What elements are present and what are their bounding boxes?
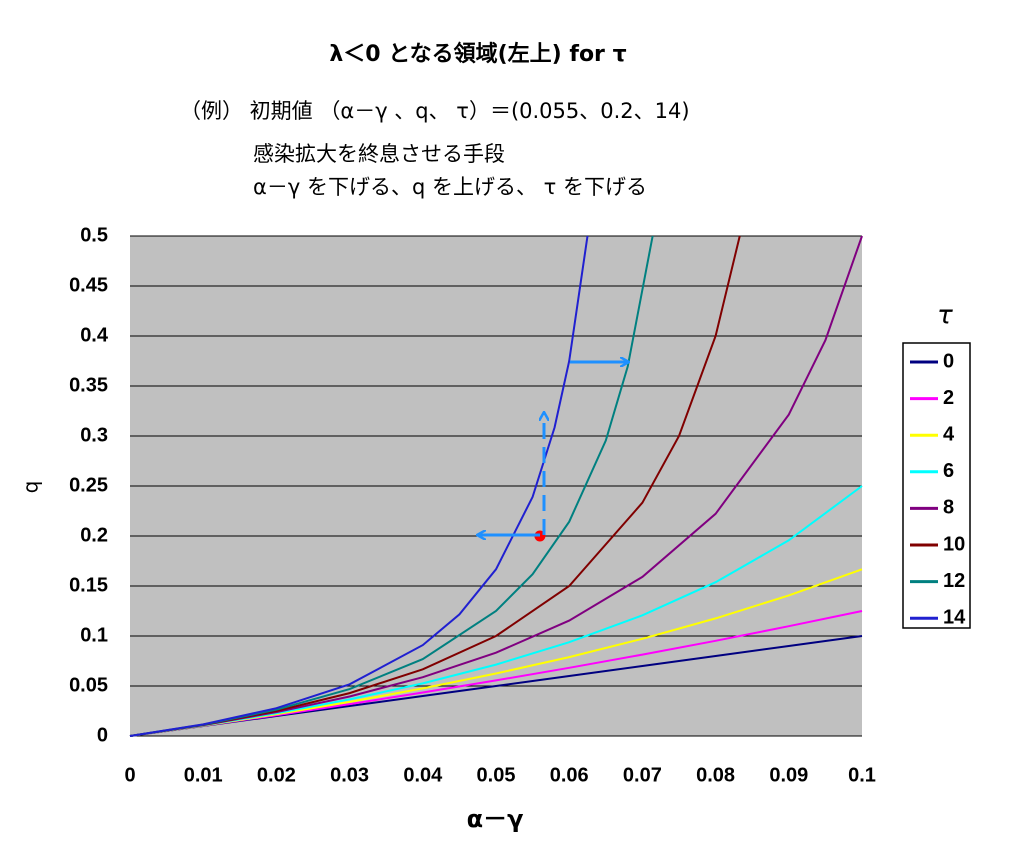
y-tick-label: 0.2 — [80, 524, 108, 546]
x-tick-label: 0.1 — [848, 764, 876, 786]
arrows — [478, 362, 628, 535]
series-line — [129, 235, 863, 737]
legend-title: τ — [937, 301, 953, 331]
legend-label: 2 — [943, 387, 954, 409]
subtitle: 感染拡大を終息させる手段 — [253, 142, 505, 166]
subtitle: （例） 初期値 （α－γ 、q、 τ）＝(0.055、0.2、14) — [180, 99, 690, 123]
y-tick-label: 0.35 — [69, 374, 108, 396]
y-tick-label: 0.15 — [69, 574, 108, 596]
x-tick-label: 0 — [124, 764, 135, 786]
y-tick-label: 0.5 — [80, 224, 108, 246]
legend-label: 10 — [943, 533, 965, 555]
y-tick-label: 0.1 — [80, 624, 108, 646]
legend-label: 0 — [943, 350, 954, 372]
x-tick-label: 0.02 — [257, 764, 296, 786]
legend-label: 4 — [943, 423, 955, 445]
series-line — [129, 235, 589, 737]
subtitle: α－γ を下げる、q を上げる、 τ を下げる — [253, 175, 647, 199]
x-tick-label: 0.05 — [477, 764, 516, 786]
legend-label: 14 — [943, 606, 966, 628]
y-tick-label: 0.4 — [80, 324, 109, 346]
y-tick-label: 0.25 — [69, 474, 108, 496]
y-tick-label: 0.3 — [80, 424, 108, 446]
legend-label: 12 — [943, 570, 965, 592]
y-axis-label: q — [19, 481, 43, 494]
legend-label: 6 — [943, 460, 954, 482]
x-tick-label: 0.01 — [184, 764, 223, 786]
x-tick-label: 0.06 — [550, 764, 589, 786]
x-axis-label: α－γ — [467, 805, 524, 833]
y-tick-label: 0.45 — [69, 274, 108, 296]
chart-title: λ＜0 となる領域(左上) for τ — [329, 41, 626, 67]
x-tick-label: 0.03 — [330, 764, 369, 786]
x-tick-label: 0.04 — [403, 764, 443, 786]
x-tick-label: 0.08 — [696, 764, 735, 786]
y-tick-label: 0.05 — [69, 674, 108, 696]
legend-label: 8 — [943, 497, 954, 519]
x-tick-label: 0.09 — [769, 764, 808, 786]
y-tick-label: 0 — [97, 724, 108, 746]
x-tick-label: 0.07 — [623, 764, 662, 786]
series-line — [129, 235, 654, 737]
